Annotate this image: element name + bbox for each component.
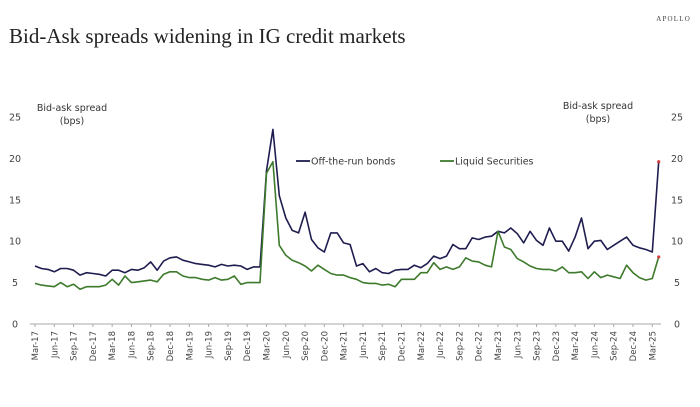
y-tick-label-right: 15 [671,195,683,206]
x-tick-label: Jun-21 [359,331,369,359]
y-tick-label-right: 25 [671,113,683,124]
x-tick-label: Mar-17 [31,331,41,360]
x-tick-label: Sep-21 [378,331,388,361]
y-axis-title-left: (bps) [60,116,84,127]
y-axis-title-right: (bps) [586,114,610,125]
y-tick-label-left: 20 [9,154,21,165]
y-tick-label-left: 0 [12,320,18,331]
x-tick-label: Jun-20 [282,331,292,359]
x-tick-label: Dec-18 [166,331,176,361]
x-tick-label: Jun-24 [590,331,600,359]
series-line-1 [34,160,660,291]
last-point-marker [657,160,661,164]
x-tick-label: Mar-19 [185,331,195,360]
x-tick-label: Sep-18 [147,331,157,361]
last-point-marker [657,255,661,259]
legend-label: Liquid Securities [455,157,534,168]
x-tick-label: Mar-20 [262,331,272,360]
x-tick-label: Sep-17 [70,331,80,361]
y-tick-label-right: 0 [674,320,680,331]
chart-title: Bid-Ask spreads widening in IG credit ma… [9,24,406,48]
y-tick-label-right: 20 [671,154,683,165]
x-tick-label: Jun-19 [205,331,215,359]
brand-logo: APOLLO [656,15,691,23]
x-tick-label: Dec-24 [629,331,639,361]
x-tick-label: Mar-25 [648,331,658,360]
x-tick-label: Dec-19 [243,331,253,361]
y-tick-label-left: 10 [9,237,21,248]
x-tick-label: Dec-23 [552,331,562,361]
y-tick-label-left: 5 [12,278,18,289]
series-line-0 [34,128,660,277]
x-tick-label: Sep-22 [455,331,465,361]
legend-label: Off-the-run bonds [311,157,395,168]
x-tick-label: Sep-19 [224,331,234,361]
y-axis-title-right: Bid-ask spread [563,101,633,112]
x-tick-label: Sep-24 [610,331,620,361]
x-tick-label: Jun-17 [50,331,60,359]
y-tick-label-right: 10 [671,237,683,248]
x-tick-label: Sep-20 [301,331,311,361]
x-tick-label: Mar-23 [494,331,504,360]
x-tick-label: Jun-18 [127,331,137,359]
x-tick-label: Dec-17 [89,331,99,361]
x-tick-label: Dec-20 [320,331,330,361]
y-tick-label-right: 5 [674,278,680,289]
x-tick-label: Dec-21 [398,331,408,361]
y-tick-label-left: 15 [9,195,21,206]
y-tick-label-left: 25 [9,113,21,124]
x-tick-label: Mar-24 [571,331,581,360]
x-tick-label: Mar-22 [417,331,427,360]
y-axis-title-left: Bid-ask spread [37,103,107,114]
x-tick-label: Mar-21 [340,331,350,360]
x-tick-label: Jun-22 [436,331,446,359]
x-tick-label: Sep-23 [533,331,543,361]
x-tick-label: Jun-23 [513,331,523,359]
x-tick-label: Dec-22 [475,331,485,361]
x-tick-label: Mar-18 [108,331,118,360]
